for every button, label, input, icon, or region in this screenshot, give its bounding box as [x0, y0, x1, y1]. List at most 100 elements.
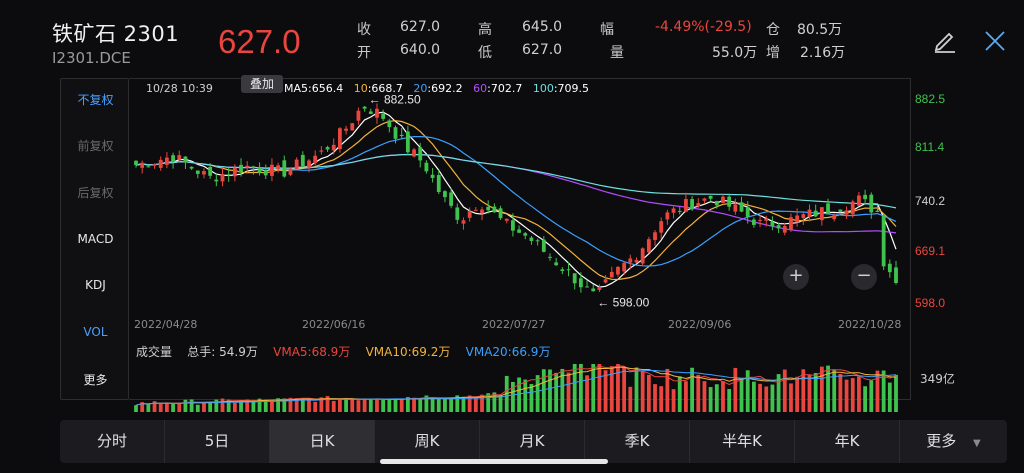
- edit-icon[interactable]: [932, 28, 958, 58]
- volume-bar: [603, 370, 608, 412]
- volume-bar: [307, 398, 311, 412]
- candle-body: [591, 288, 596, 292]
- candle-body: [634, 259, 639, 263]
- chevron-down-icon: ▼: [973, 438, 981, 449]
- volume-bar: [449, 398, 454, 412]
- x-label-1: 2022/04/28: [134, 318, 198, 331]
- tab-halfyear-k[interactable]: 半年K: [690, 420, 795, 463]
- candle-body: [177, 155, 182, 160]
- volume-bar: [208, 402, 213, 412]
- candle-body: [430, 174, 435, 178]
- kdj-option[interactable]: KDJ: [85, 278, 106, 292]
- volume-bar: [659, 386, 664, 412]
- volume-bar: [338, 398, 342, 412]
- candle-body: [146, 166, 151, 168]
- volume-chart[interactable]: [130, 360, 910, 412]
- no-adjust-option[interactable]: 不复权: [77, 93, 114, 107]
- close-icon[interactable]: [983, 29, 1007, 57]
- candle-body: [548, 256, 552, 258]
- tab-monthly-k[interactable]: 月K: [480, 420, 585, 463]
- candle-body: [894, 267, 898, 284]
- more-indicators-option[interactable]: 更多: [83, 373, 108, 387]
- candle-body: [325, 147, 330, 150]
- volume-bar: [239, 401, 243, 412]
- candle-body: [560, 269, 565, 272]
- candle-body: [486, 206, 491, 211]
- volume-title: 成交量: [136, 345, 173, 359]
- backward-adjust-option[interactable]: 后复权: [77, 186, 114, 200]
- candle-body: [863, 194, 868, 200]
- stat-value-oi-change: 2.16万: [800, 45, 846, 61]
- volume-bar: [863, 386, 868, 412]
- volume-axis-label: 349亿: [920, 372, 955, 386]
- volume-bar: [226, 399, 231, 412]
- candle-body: [745, 206, 750, 217]
- y-label-high: 882.5: [915, 92, 946, 106]
- candle-body: [152, 163, 157, 166]
- y-label-2: 811.4: [915, 140, 945, 154]
- volume-bar: [881, 370, 886, 412]
- candle-body: [202, 171, 206, 175]
- volume-bar: [134, 405, 138, 412]
- volume-bar: [671, 389, 676, 412]
- volume-bar: [270, 401, 274, 412]
- zoom-in-button[interactable]: +: [783, 264, 809, 290]
- volume-bar: [399, 398, 404, 412]
- candle-body: [727, 196, 732, 207]
- candle-body: [251, 166, 256, 168]
- candle-body: [578, 278, 583, 288]
- volume-bar: [548, 369, 552, 412]
- candle-body: [677, 210, 682, 212]
- candle-body: [158, 159, 163, 168]
- candle-body: [140, 162, 145, 168]
- candle-body: [714, 200, 719, 206]
- volume-bar: [257, 398, 262, 412]
- volume-bar: [690, 367, 694, 412]
- candle-body: [257, 167, 262, 173]
- overlay-button[interactable]: 叠加: [241, 75, 283, 93]
- volume-bar: [819, 366, 824, 412]
- stat-value-change: -4.49%(-29.5): [655, 19, 752, 35]
- candlestick-chart[interactable]: ← 882.50 ← 598.00: [130, 92, 910, 310]
- tab-more[interactable]: 更多 ▼: [900, 420, 1007, 463]
- forward-adjust-option[interactable]: 前复权: [77, 139, 114, 153]
- candle-body: [628, 258, 633, 263]
- volume-bar: [585, 375, 589, 412]
- stat-value-low: 627.0: [522, 42, 563, 58]
- volume-bar: [461, 396, 466, 412]
- tab-yearly-k[interactable]: 年K: [795, 420, 900, 463]
- ma100-line: [135, 153, 897, 209]
- candle-body: [819, 207, 824, 221]
- vol-option[interactable]: VOL: [83, 325, 108, 339]
- candle-body: [399, 134, 404, 137]
- volume-bar: [325, 396, 330, 412]
- volume-bar: [665, 368, 670, 412]
- tab-5day[interactable]: 5日: [165, 420, 270, 463]
- volume-bar: [887, 382, 892, 412]
- tab-daily-k[interactable]: 日K: [270, 420, 375, 463]
- tab-quarterly-k[interactable]: 季K: [585, 420, 690, 463]
- candle-body: [226, 174, 231, 176]
- volume-bar: [807, 374, 812, 412]
- candle-body: [696, 203, 701, 207]
- volume-bar: [758, 383, 762, 412]
- volume-bar: [578, 364, 583, 412]
- volume-bar: [560, 368, 565, 412]
- tab-intraday[interactable]: 分时: [60, 420, 165, 463]
- candle-body: [517, 229, 521, 233]
- x-label-3: 2022/07/27: [482, 318, 546, 331]
- volume-bar: [473, 397, 478, 412]
- candle-body: [276, 165, 281, 170]
- candle-body: [585, 286, 589, 288]
- tab-weekly-k[interactable]: 周K: [375, 420, 480, 463]
- candle-body: [523, 233, 528, 236]
- zoom-out-button[interactable]: −: [851, 264, 877, 290]
- candle-body: [659, 221, 664, 233]
- candle-body: [869, 194, 874, 213]
- candle-body: [826, 203, 830, 215]
- stat-label-close: 收: [357, 22, 371, 38]
- candle-body: [646, 239, 651, 253]
- macd-option[interactable]: MACD: [77, 232, 114, 246]
- volume-bar: [436, 398, 441, 412]
- y-label-4: 669.1: [915, 244, 946, 258]
